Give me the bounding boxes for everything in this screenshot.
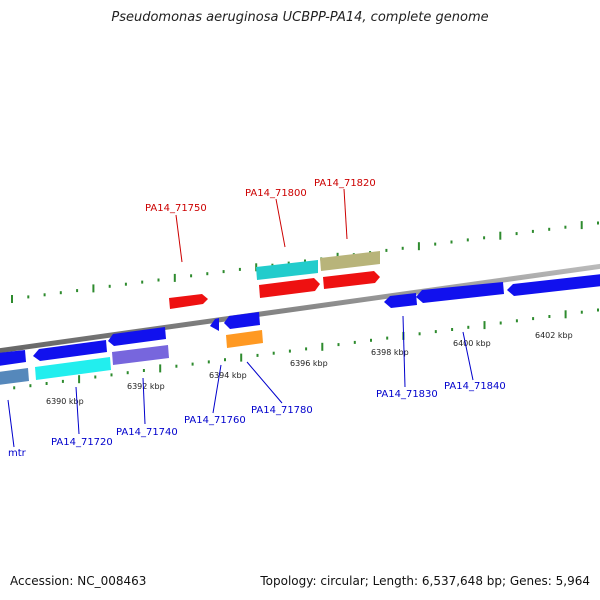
- gene-labels: PA14_71750 PA14_71800 PA14_71820 mtr PA1…: [8, 178, 506, 459]
- gene-arrow[interactable]: [256, 260, 318, 280]
- gene-arrow[interactable]: [0, 368, 29, 385]
- gene-arrow[interactable]: [384, 293, 417, 308]
- gene-label-pa14-71840[interactable]: PA14_71840: [444, 381, 506, 392]
- label-leaders: [7, 188, 474, 448]
- genome-backbone: [0, 263, 600, 354]
- gene-arrow[interactable]: [416, 282, 504, 303]
- gene-arrow[interactable]: [507, 274, 600, 296]
- reverse-tick-track: [13, 308, 599, 390]
- gene-label-pa14-71750[interactable]: PA14_71750: [145, 203, 207, 214]
- gene-label-pa14-71760[interactable]: PA14_71760: [184, 415, 246, 426]
- map-title: Pseudomonas aeruginosa UCBPP-PA14, compl…: [111, 10, 489, 25]
- gene-arrow[interactable]: [112, 345, 169, 365]
- forward-genes: [169, 251, 380, 309]
- scale-label: 6402 kbp: [535, 331, 573, 340]
- gene-label-pa14-71720[interactable]: PA14_71720: [51, 437, 113, 448]
- gene-label-mtr[interactable]: mtr: [8, 448, 27, 459]
- gene-arrow[interactable]: [35, 357, 111, 380]
- scale-label: 6400 kbp: [453, 339, 491, 348]
- scale-labels: 6390 kbp 6392 kbp 6394 kbp 6396 kbp 6398…: [46, 331, 573, 406]
- gene-label-pa14-71740[interactable]: PA14_71740: [116, 427, 178, 438]
- gene-arrow[interactable]: [210, 318, 219, 331]
- scale-label: 6394 kbp: [209, 371, 247, 380]
- accession-label: Accession: NC_008463: [10, 574, 147, 588]
- scale-label: 6392 kbp: [127, 382, 165, 391]
- gene-arrow[interactable]: [320, 251, 380, 271]
- scale-label: 6398 kbp: [371, 348, 409, 357]
- gene-arrow[interactable]: [169, 294, 208, 309]
- gene-arrow[interactable]: [108, 327, 166, 346]
- gene-arrow[interactable]: [224, 312, 260, 329]
- gene-arrow[interactable]: [259, 278, 320, 298]
- scale-label: 6396 kbp: [290, 359, 328, 368]
- gene-arrow[interactable]: [33, 340, 107, 361]
- gene-label-pa14-71830[interactable]: PA14_71830: [376, 389, 438, 400]
- gene-label-pa14-71780[interactable]: PA14_71780: [251, 405, 313, 416]
- gene-arrow[interactable]: [226, 330, 263, 348]
- genome-summary: Topology: circular; Length: 6,537,648 bp…: [260, 574, 590, 588]
- gene-arrow[interactable]: [0, 350, 26, 366]
- reverse-genes: [0, 274, 600, 385]
- gene-arrow[interactable]: [323, 271, 380, 289]
- gene-label-pa14-71820[interactable]: PA14_71820: [314, 178, 376, 189]
- scale-label: 6390 kbp: [46, 397, 84, 406]
- gene-label-pa14-71800[interactable]: PA14_71800: [245, 188, 307, 199]
